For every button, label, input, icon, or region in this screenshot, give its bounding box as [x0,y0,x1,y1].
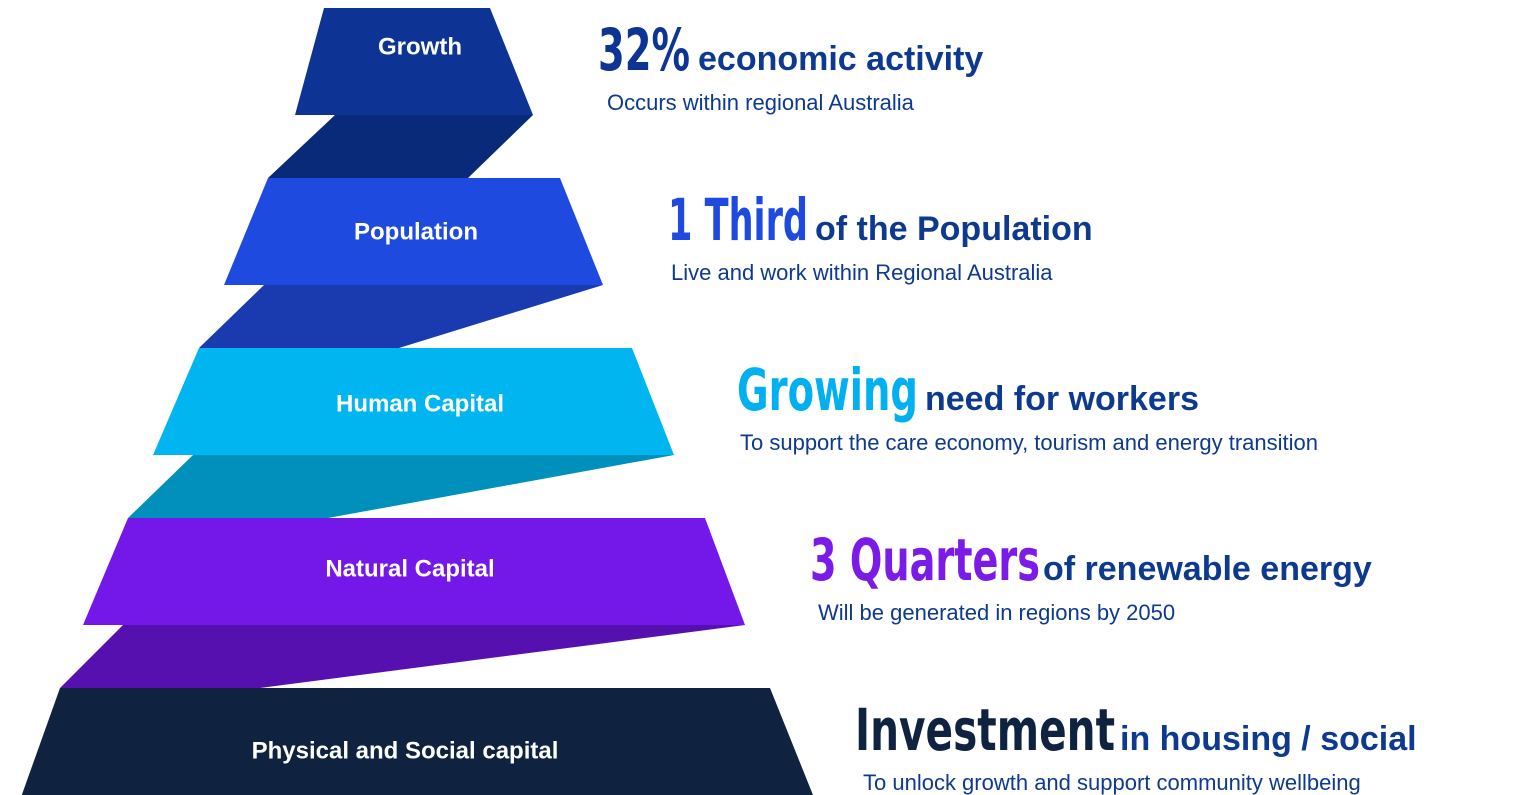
level-label: Physical and Social capital [252,737,559,764]
headline: 32% [598,16,690,84]
pyramid-level [83,518,745,625]
pyramid-level [224,178,603,285]
headline: Investment [855,696,1115,764]
headline: 3 Quarters [810,526,1040,594]
connector [199,285,603,348]
pyramid-level [21,688,813,795]
pyramid-level [153,348,674,455]
connector [268,115,533,178]
description: To support the care economy, tourism and… [740,430,1318,455]
level-label: Human Capital [336,390,504,417]
pyramid-level [295,8,533,115]
headline-title: economic activity [698,40,983,78]
description: Will be generated in regions by 2050 [818,600,1175,625]
connector [60,625,745,688]
connector [128,455,674,518]
description: Occurs within regional Australia [607,90,915,115]
level-label: Population [354,218,478,245]
level-label: Growth [378,33,462,60]
description: Live and work within Regional Australia [671,260,1053,285]
description: To unlock growth and support community w… [863,770,1361,795]
headline-title: in housing / social [1120,720,1417,758]
headline-title: of the Population [815,210,1093,248]
headline: 1 Third [668,186,808,254]
headline: Growing [737,356,918,424]
level-label: Natural Capital [325,555,494,582]
headline-title: of renewable energy [1043,550,1372,588]
headline-title: need for workers [925,380,1199,418]
